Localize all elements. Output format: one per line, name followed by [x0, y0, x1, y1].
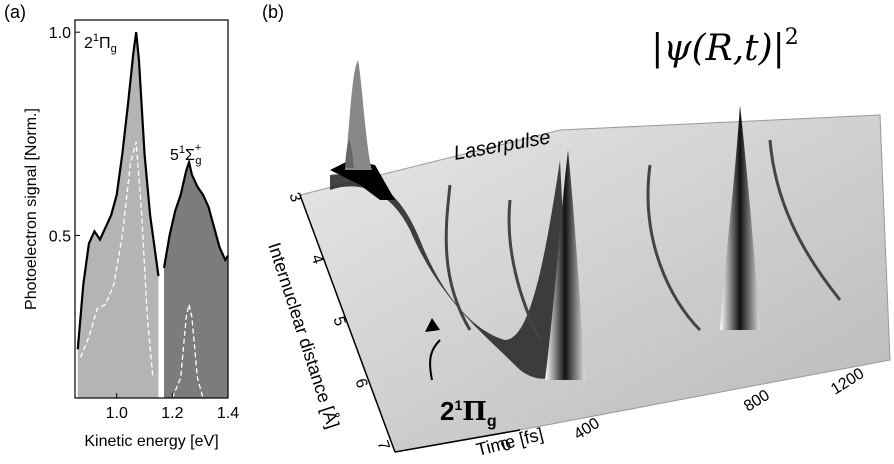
signal-line [76, 32, 160, 350]
y-tick-label: 1.0 [49, 25, 71, 42]
distance-tick-label: 6 [351, 377, 370, 391]
x-axis-label: Kinetic energy [eV] [84, 433, 218, 450]
peak-label: 51Σ+ g [170, 142, 201, 167]
label-spin: 1 [93, 32, 99, 44]
state-label: 21Πg [440, 396, 497, 430]
time-tick-label: 800 [741, 387, 773, 416]
peak-label: 21Πg [84, 32, 117, 55]
label-sub: g [195, 155, 201, 167]
label-sym: Π [99, 35, 111, 52]
label-n: 5 [170, 147, 179, 164]
panel-label: (a) [4, 2, 26, 22]
label-n: 2 [84, 35, 93, 52]
distance-tick-label: 7 [373, 439, 392, 453]
signal-line [162, 158, 229, 269]
distance-tick-label: 5 [329, 315, 348, 329]
state-spin: 1 [454, 397, 462, 413]
dashed-line [171, 304, 204, 399]
label-sym: Σ [185, 147, 195, 164]
y-tick-label: 0.5 [49, 228, 71, 245]
distance-tick-label: 3 [285, 191, 304, 205]
label-sub: g [111, 43, 117, 55]
label-sup: + [195, 142, 201, 154]
x-tick-label: 1.0 [106, 405, 128, 422]
formula: |ψ(R,t)|2 [651, 25, 799, 69]
surface-plot [299, 60, 891, 453]
dashed-line [79, 141, 154, 378]
y-axis-label: Photoelectron signal [Norm.] [23, 108, 40, 310]
plot-frame [74, 19, 229, 399]
panel-label: (b) [262, 2, 284, 22]
distance-tick-label: 4 [307, 253, 326, 267]
formula-body: |ψ(R,t)| [651, 28, 785, 69]
area-fill [77, 32, 159, 399]
formula-power: 2 [785, 25, 799, 50]
state-n: 2 [440, 396, 454, 426]
state-sub: g [487, 413, 497, 430]
label-spin: 1 [179, 144, 185, 156]
x-tick-label: 1.4 [217, 405, 239, 422]
state-sym: Π [462, 397, 487, 427]
x-tick-label: 1.2 [161, 405, 183, 422]
